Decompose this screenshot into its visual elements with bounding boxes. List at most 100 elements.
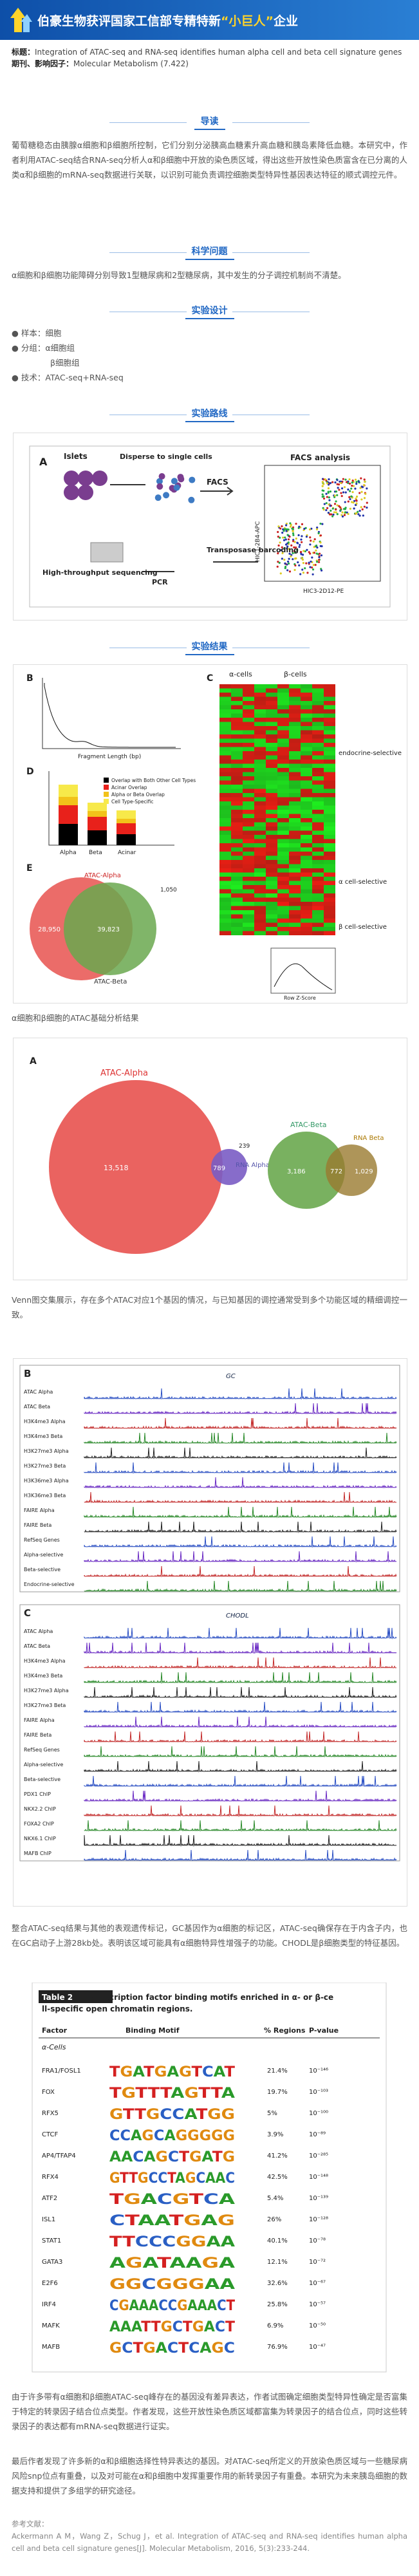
facs-dot (298, 564, 301, 566)
heatmap-cell (254, 684, 266, 689)
heatmap-cell (243, 805, 254, 810)
heatmap-cell (312, 693, 324, 697)
heatmap-cell (289, 860, 301, 864)
facs-dot (284, 562, 286, 565)
motif-letter: G (138, 2170, 149, 2187)
motif-letter: T (109, 2234, 122, 2250)
motif-letter: G (146, 2107, 160, 2123)
heatmap-cell (324, 893, 335, 898)
label: ATAC Alpha (24, 1389, 53, 1395)
heatmap-cell (231, 931, 243, 935)
paragraph: Venn图交集展示，存在多个ATAC对应1个基因的情况，与已知基因的调控通常受到… (12, 1295, 407, 1320)
motif-letter: A (109, 2255, 126, 2272)
facs-dot (340, 492, 342, 494)
heatmap-cell (231, 763, 243, 768)
signal-track (84, 1775, 397, 1787)
heatmap-cell (289, 738, 301, 743)
heatmap-cell (277, 839, 289, 843)
label: H3K27me3 Alpha (24, 1688, 69, 1694)
motif-letter: G (109, 2340, 122, 2357)
heatmap-cell (231, 852, 243, 856)
heatmap-cell (219, 855, 231, 860)
label: PCR (152, 578, 168, 586)
heatmap-cell (277, 885, 289, 890)
label: ATAC Beta (24, 1643, 50, 1649)
heatmap-cell (301, 835, 312, 839)
motif-letter: C (168, 2298, 177, 2314)
heatmap-cell (243, 914, 254, 919)
heatmap-cell (219, 705, 231, 709)
label: Binding Motif (126, 2026, 180, 2035)
heatmap-cell (219, 822, 231, 826)
facs-dot (283, 558, 286, 561)
paragraph: 葡萄糖稳态由胰腺α细胞和β细胞所控制，它们分别分泌胰高血糖素升高血糖和胰岛素降低… (12, 140, 407, 180)
heatmap-cell (289, 763, 301, 768)
heatmap-cell (324, 713, 335, 718)
heatmap-cell (289, 760, 301, 764)
heatmap-cell (231, 696, 243, 701)
heatmap-cell (219, 755, 231, 760)
signal-track (84, 1790, 397, 1802)
signal-track (84, 1536, 397, 1548)
label: 10⁻¹³⁹ (309, 2195, 328, 2202)
heatmap-cell (312, 872, 324, 877)
label: 26% (267, 2216, 281, 2223)
facs-dot (285, 522, 288, 525)
label: Acinar (118, 850, 136, 856)
heatmap-cell (324, 718, 335, 722)
facs-dot (315, 528, 319, 530)
facs-dot (321, 523, 324, 525)
motif-logo: AAATTGCTGACT (109, 2319, 235, 2335)
heatmap-cell (243, 927, 254, 931)
facs-dot (294, 564, 297, 567)
heatmap-cell (277, 881, 289, 885)
section-heading: 实验设计 (0, 303, 419, 319)
label: β cell-selective (339, 924, 387, 931)
workflow-figure: A Islets Disperse to single cells FACS FACS … (29, 445, 391, 608)
signal-track (84, 1627, 397, 1639)
heatmap-cell (266, 914, 277, 919)
heatmap-cell (219, 847, 231, 852)
heatmap-cell (254, 705, 266, 709)
motif-letter: T (225, 2064, 235, 2080)
banner-text: 伯豪生物获评国家工信部专精特新 (37, 14, 221, 28)
facs-dot (364, 492, 367, 495)
motif-letter: G (218, 2213, 235, 2229)
heatmap-cell (277, 830, 289, 835)
heatmap-cell (289, 780, 301, 785)
heatmap-cell (243, 864, 254, 868)
motif-letter: G (185, 2170, 196, 2187)
facs-dot (344, 491, 347, 494)
signal-track (84, 1388, 397, 1400)
label: FOX (42, 2089, 55, 2096)
heatmap-cell (312, 701, 324, 705)
cell-icon (156, 478, 163, 485)
heatmap-cell (324, 755, 335, 760)
signal-track (84, 1417, 397, 1430)
facs-dot (308, 528, 312, 531)
heatmap-cell (301, 818, 312, 823)
heatmap-cell (231, 709, 243, 714)
facs-dot (279, 527, 282, 530)
label: Disperse to single cells (120, 453, 212, 461)
motif-letter: G (212, 2340, 224, 2357)
heatmap-cell (254, 722, 266, 726)
heatmap-cell (231, 726, 243, 731)
label: FAIRE Beta (24, 1732, 51, 1738)
label: 10⁻⁷² (309, 2259, 326, 2266)
heatmap-cell (231, 755, 243, 760)
motif-letter: G (124, 2192, 141, 2208)
heatmap-cell (289, 743, 301, 747)
heatmap-cell (277, 835, 289, 839)
heatmap-cell (277, 726, 289, 731)
heatmap-cell (277, 743, 289, 747)
heatmap-cell (254, 922, 266, 927)
heatmap-cell (324, 839, 335, 843)
heatmap-cell (312, 805, 324, 810)
item-text: 分组：α细胞组 (21, 343, 75, 353)
heatmap-cell (231, 793, 243, 798)
motif-letter: G (211, 2128, 223, 2144)
label: Transposase barcoding (207, 546, 299, 554)
heatmap-cell (254, 793, 266, 798)
